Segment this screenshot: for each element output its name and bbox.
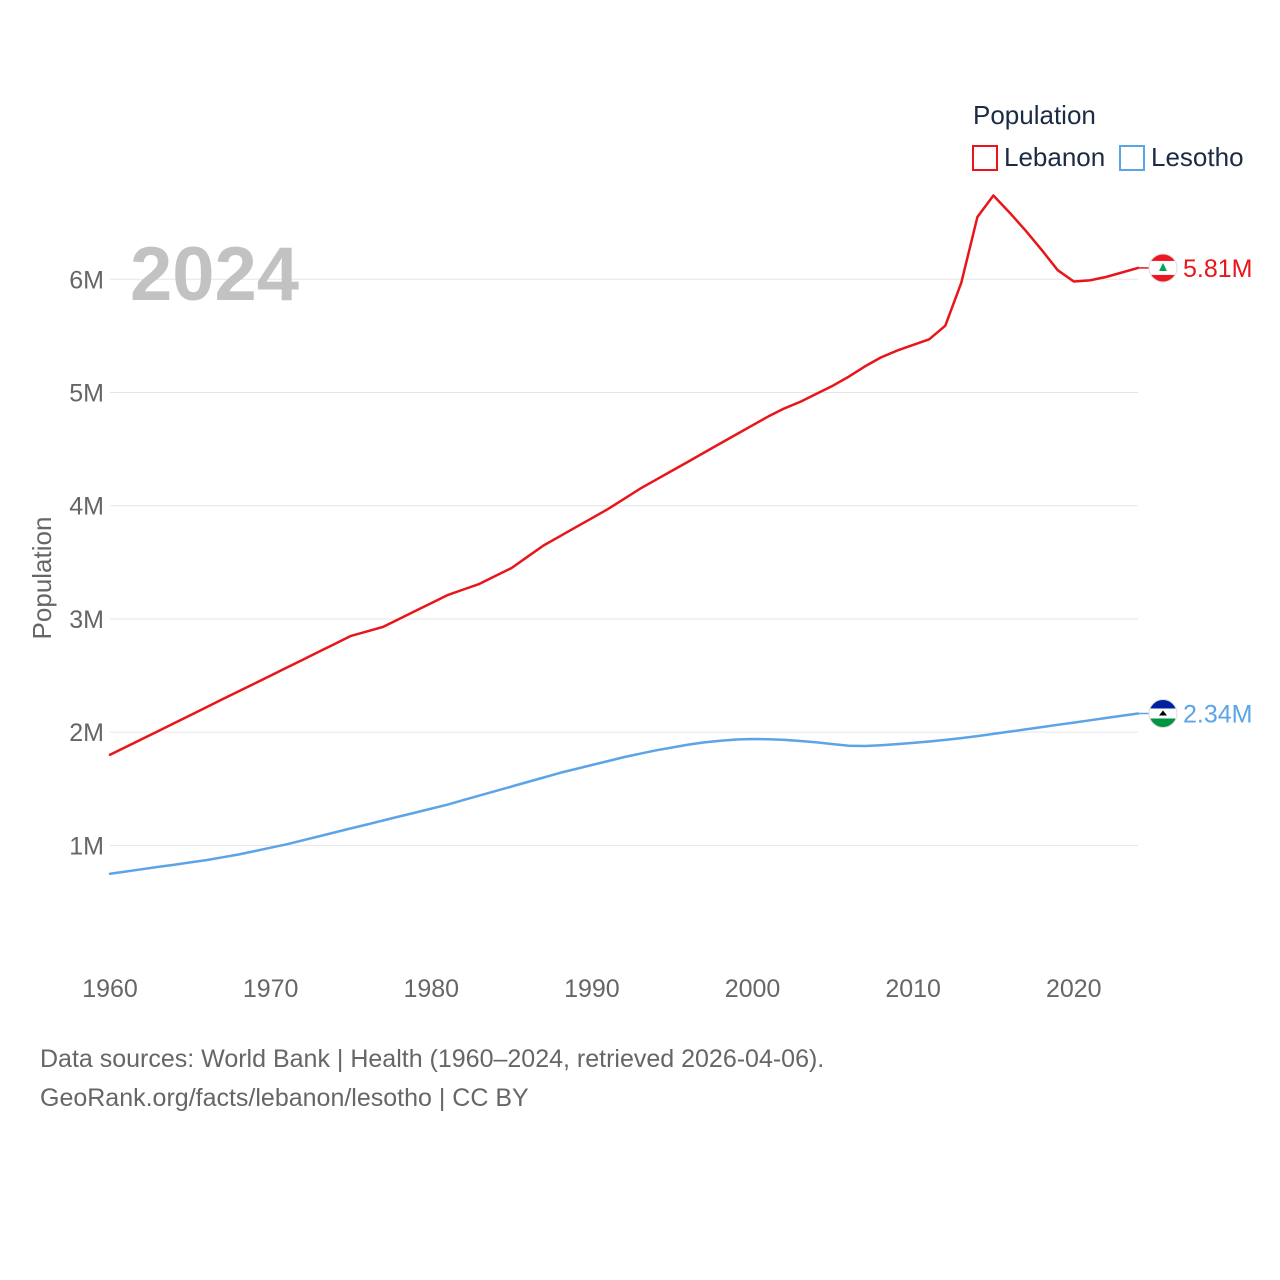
x-axis-ticks: 1960 1970 1980 1990 2000 2010 2020	[82, 975, 1101, 1003]
x-tick-label: 2020	[1046, 975, 1102, 1003]
end-markers: 5.81M 2.34M	[1138, 253, 1252, 729]
legend-swatch-lebanon[interactable]	[972, 145, 998, 171]
x-tick-label: 1990	[564, 975, 620, 1003]
flag-lebanon-icon	[1148, 253, 1178, 283]
y-tick-label: 4M	[69, 493, 104, 521]
series-line-lebanon[interactable]	[108, 194, 1140, 757]
x-tick-label: 1960	[82, 975, 138, 1003]
x-tick-label: 2010	[885, 975, 941, 1003]
end-value-label-lesotho: 2.34M	[1183, 701, 1252, 729]
y-axis-ticks: 1M 2M 3M 4M 5M 6M	[69, 266, 104, 860]
flag-lesotho-icon	[1148, 699, 1178, 729]
y-axis-label: Population	[27, 517, 57, 640]
legend: Population Lebanon Lesotho	[972, 100, 1244, 172]
x-tick-label: 1980	[403, 975, 459, 1003]
legend-title: Population	[973, 100, 1096, 130]
legend-label-lebanon[interactable]: Lebanon	[1004, 142, 1105, 172]
gridlines	[110, 278, 1138, 846]
data-sources-text: Data sources: World Bank | Health (1960–…	[40, 1045, 825, 1073]
footer: Data sources: World Bank | Health (1960–…	[40, 1040, 824, 1118]
legend-swatch-lesotho[interactable]	[1119, 145, 1145, 171]
y-tick-label: 5M	[69, 379, 104, 407]
y-tick-label: 6M	[69, 266, 104, 294]
end-value-label-lebanon: 5.81M	[1183, 255, 1252, 283]
series-line-lesotho[interactable]	[108, 712, 1140, 875]
legend-label-lesotho[interactable]: Lesotho	[1151, 142, 1244, 172]
x-tick-label: 1970	[243, 975, 299, 1003]
y-tick-label: 1M	[69, 832, 104, 860]
year-label: 2024	[130, 232, 299, 317]
series-lines	[108, 194, 1140, 875]
x-tick-label: 2000	[725, 975, 781, 1003]
y-tick-label: 3M	[69, 606, 104, 634]
y-tick-label: 2M	[69, 719, 104, 747]
attribution-link[interactable]: GeoRank.org/facts/lebanon/lesotho | CC B…	[40, 1084, 529, 1112]
